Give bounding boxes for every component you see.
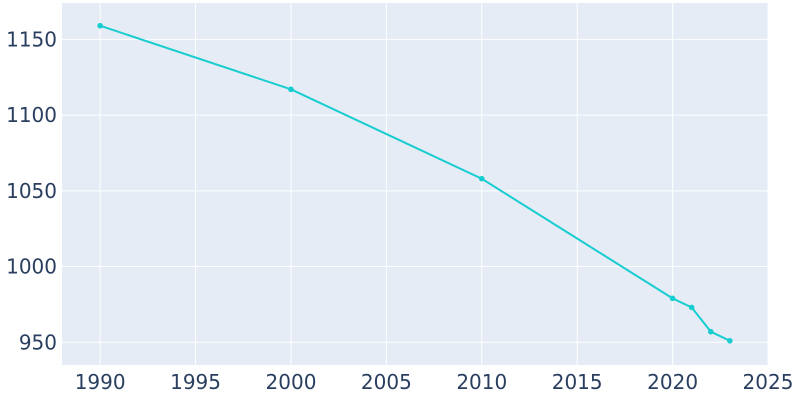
x-tick-label: 2010	[456, 370, 507, 394]
data-point	[727, 337, 733, 344]
series-layer	[97, 22, 733, 344]
y-tick-label: 950	[19, 330, 57, 354]
data-point	[97, 22, 103, 29]
data-point	[478, 175, 485, 182]
data-point	[669, 295, 676, 302]
y-tick-label: 1050	[6, 179, 57, 203]
x-tick-label: 2025	[743, 370, 794, 394]
data-point	[707, 328, 714, 335]
y-tick-label: 1000	[6, 255, 57, 279]
y-axis-tick-labels: 950 1000 1050 1100 1150	[6, 27, 57, 354]
x-tick-label: 2000	[266, 370, 317, 394]
x-tick-label: 2015	[552, 370, 603, 394]
plot-area	[62, 3, 768, 365]
y-tick-label: 1100	[6, 103, 57, 127]
y-tick-label: 1150	[6, 27, 57, 51]
x-tick-label: 1990	[75, 370, 126, 394]
grid-lines	[62, 3, 769, 365]
data-point	[688, 304, 695, 311]
data-point	[288, 86, 294, 93]
x-tick-label: 1995	[170, 370, 221, 394]
x-axis-tick-labels: 1990 1995 2000 2005 2010 2015 2020 2025	[75, 370, 794, 394]
x-tick-label: 2005	[361, 370, 412, 394]
x-tick-label: 2020	[647, 370, 698, 394]
